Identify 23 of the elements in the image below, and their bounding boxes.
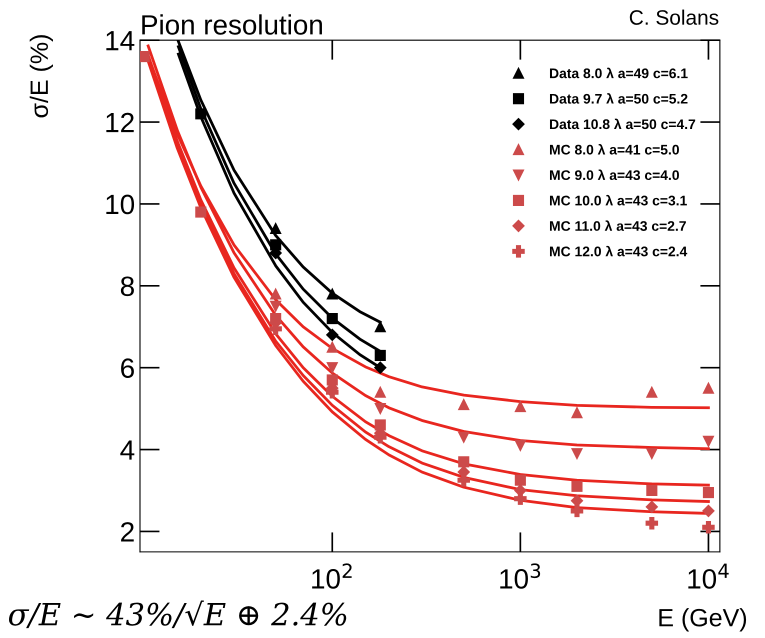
x-tick-label: 10$^{3}$: [500, 563, 540, 589]
y-tick-label: 6: [121, 358, 134, 378]
x-tick-label: 10$^{4}$: [688, 564, 729, 589]
legend-label: MC 11.0 λ a=43 c=2.7: [550, 220, 686, 231]
y-tick-label: 10: [106, 194, 134, 214]
x-axis-title: E (GeV): [659, 608, 746, 632]
y-tick-label: 4: [120, 440, 134, 460]
x-tick-label: 10$^{2}$: [312, 563, 352, 589]
legend-label: MC 9.0 λ a=43 c=4.0: [550, 169, 679, 180]
legend-label: MC 8.0 λ a=41 c=5.0: [550, 144, 679, 155]
text: σ/E ~ 43%/√E ⊕ 2.4%: [8, 600, 346, 628]
legend-label: MC 10.0 λ a=43 c=3.1: [550, 194, 687, 206]
y-tick-label: 14: [106, 31, 134, 50]
y-tick-label: 12: [106, 112, 134, 132]
y-tick-label: 8: [120, 276, 134, 296]
legend-label: Data 8.0 λ a=49 c=6.1: [550, 68, 688, 78]
y-axis-title: σ/E (%): [30, 35, 54, 118]
text: C. Solans: [630, 10, 718, 25]
legend-label: Data 10.8 λ a=50 c=4.7: [550, 118, 696, 130]
y-tick-label: 2: [121, 522, 134, 542]
chart-title: Pion resolution: [142, 14, 322, 35]
legend-label: MC 12.0 λ a=43 c=2.4: [550, 246, 688, 256]
legend-label: Data 9.7 λ a=50 c=5.2: [550, 93, 688, 104]
